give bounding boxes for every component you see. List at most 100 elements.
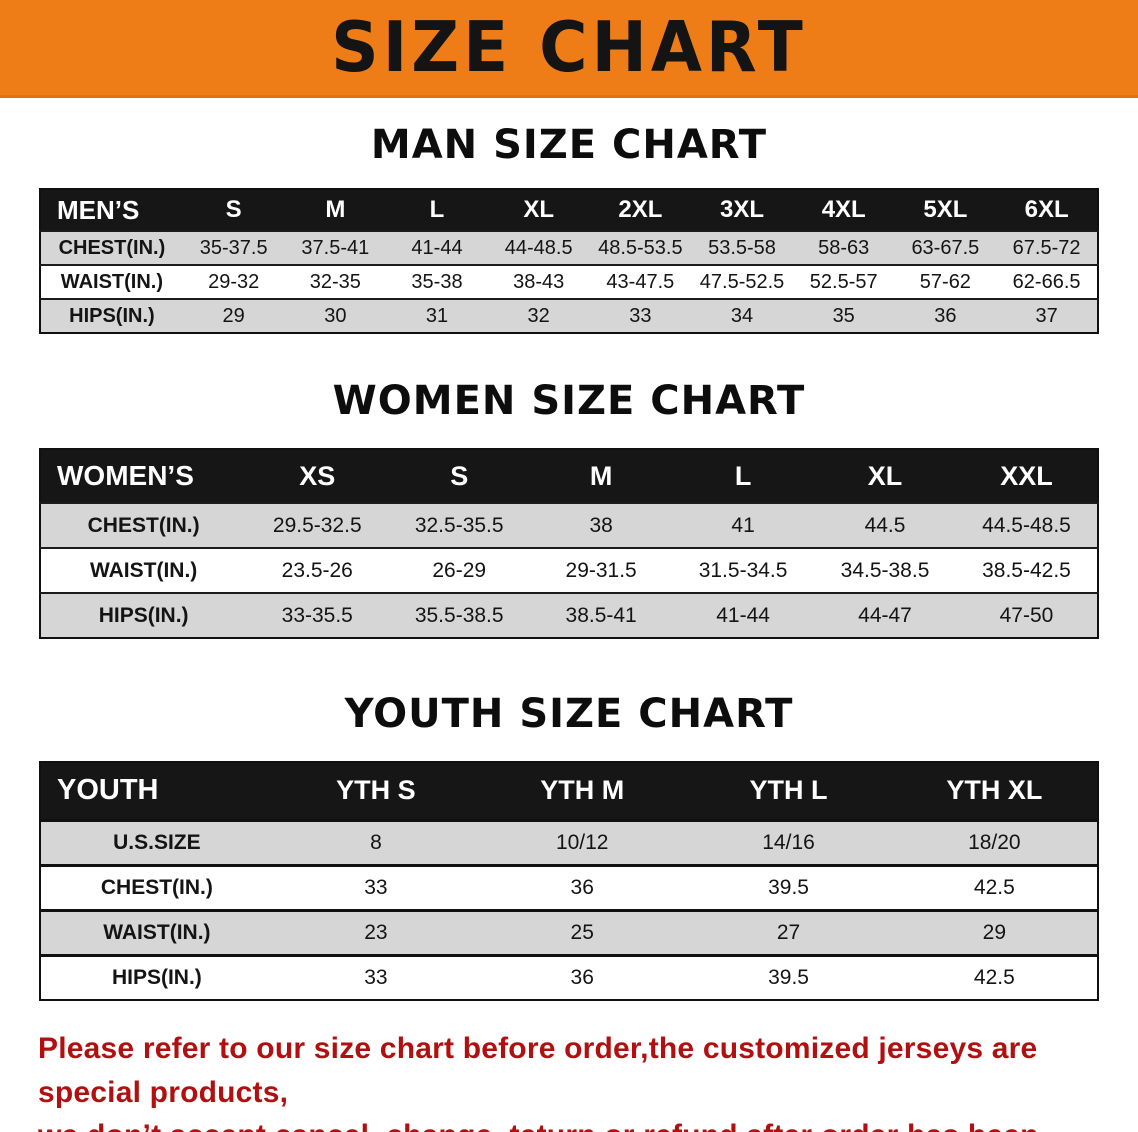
size-column-header: 3XL [691, 189, 793, 231]
row-label: HIPS(IN.) [40, 298, 183, 333]
value-cell: 48.5-53.5 [589, 230, 692, 265]
man-size-chart-title: MAN SIZE CHART [370, 122, 768, 168]
table-group-label: MEN’S [40, 189, 183, 231]
value-cell: 43-47.5 [589, 264, 692, 299]
table-row: WAIST(IN.) 29-32 32-35 35-38 38-43 43-47.5 47.… [40, 264, 1098, 299]
size-column-header: S [388, 449, 531, 503]
value-cell: 36 [894, 298, 997, 333]
value-cell: 38 [530, 502, 673, 548]
size-table: MEN’S S M L XL 2XL 3XL 4XL 5XL 6XL CHEST(IN.) 35-37… [39, 188, 1099, 334]
banner-title: SIZE CHART [331, 7, 807, 88]
table-group-label: WOMEN’S [40, 449, 247, 503]
value-cell: 38.5-42.5 [955, 547, 1098, 593]
size-column-header: L [386, 189, 488, 231]
size-column-header: M [530, 449, 673, 503]
value-cell: 29 [182, 298, 285, 333]
table-row: CHEST(IN.) 35-37.5 37.5-41 41-44 44-48.5 48.5… [40, 230, 1098, 265]
value-cell: 35 [792, 298, 895, 333]
value-cell: 35-38 [386, 264, 488, 299]
value-cell: 29-32 [182, 264, 285, 299]
value-cell: 32.5-35.5 [388, 502, 531, 548]
size-column-header: 4XL [792, 189, 895, 231]
row-label: WAIST(IN.) [40, 908, 273, 955]
value-cell: 44-47 [814, 592, 956, 638]
value-cell: 33 [272, 953, 480, 1000]
value-cell: 38.5-41 [530, 592, 673, 638]
value-cell: 58-63 [792, 230, 895, 265]
size-column-header: XL [487, 189, 590, 231]
value-cell: 42.5 [891, 953, 1098, 1000]
size-column-header: YTH L [685, 762, 892, 820]
size-column-header: YTH XL [891, 762, 1098, 820]
row-label: WAIST(IN.) [40, 264, 183, 299]
youth-size-section: YOUTH SIZE CHART YOUTH YTH S YTH M YTH L YTH… [0, 691, 1138, 1001]
value-cell: 27 [685, 908, 892, 955]
footer-note-line-1: Please refer to our size chart before or… [38, 1032, 1038, 1109]
value-cell: 39.5 [685, 863, 892, 910]
value-cell: 38-43 [487, 264, 590, 299]
size-column-header: YTH M [479, 762, 686, 820]
size-column-header: 6XL [996, 189, 1098, 231]
women-size-table-wrap: WOMEN’S XS S M L XL XXL CHEST(IN.) 29.5-32.5 32.5… [39, 448, 1099, 639]
row-label: CHEST(IN.) [40, 230, 183, 265]
value-cell: 32 [487, 298, 590, 333]
size-column-header: XS [246, 449, 389, 503]
size-column-header: L [672, 449, 815, 503]
value-cell: 47.5-52.5 [691, 264, 793, 299]
value-cell: 32-35 [284, 264, 387, 299]
value-cell: 36 [479, 863, 686, 910]
man-size-section: MAN SIZE CHART MEN’S S M L XL 2XL 3XL 4XL 5XL 6XL… [0, 122, 1138, 334]
size-column-header: S [182, 189, 285, 231]
value-cell: 23 [272, 908, 480, 955]
row-label: WAIST(IN.) [40, 547, 247, 593]
size-table: YOUTH YTH S YTH M YTH L YTH XL U.S.SIZE 8 10/12… [39, 761, 1099, 1001]
value-cell: 8 [272, 818, 480, 865]
size-table: WOMEN’S XS S M L XL XXL CHEST(IN.) 29.5-32.5 32.5… [39, 448, 1099, 639]
value-cell: 41-44 [386, 230, 488, 265]
women-size-section: WOMEN SIZE CHART WOMEN’S XS S M L XL XXL CHEST(… [0, 378, 1138, 639]
value-cell: 36 [479, 953, 686, 1000]
size-column-header: XXL [955, 449, 1098, 503]
value-cell: 14/16 [685, 818, 892, 865]
value-cell: 41 [672, 502, 815, 548]
value-cell: 18/20 [891, 818, 1098, 865]
value-cell: 33-35.5 [246, 592, 389, 638]
size-column-header: M [284, 189, 387, 231]
value-cell: 53.5-58 [691, 230, 793, 265]
value-cell: 31 [386, 298, 488, 333]
size-column-header: 2XL [589, 189, 692, 231]
table-row: CHEST(IN.) 33 36 39.5 42.5 [40, 863, 1098, 910]
man-size-table-wrap: MEN’S S M L XL 2XL 3XL 4XL 5XL 6XL CHEST(IN.) 35-37… [39, 188, 1099, 334]
table-header-row: MEN’S S M L XL 2XL 3XL 4XL 5XL 6XL [40, 189, 1098, 231]
table-row: HIPS(IN.) 33-35.5 35.5-38.5 38.5-41 41-44 44-… [40, 592, 1098, 638]
value-cell: 29-31.5 [530, 547, 673, 593]
value-cell: 63-67.5 [894, 230, 997, 265]
table-row: WAIST(IN.) 23.5-26 26-29 29-31.5 31.5-34.5 34… [40, 547, 1098, 593]
value-cell: 37.5-41 [284, 230, 387, 265]
value-cell: 34 [691, 298, 793, 333]
value-cell: 44-48.5 [487, 230, 590, 265]
table-header-row: WOMEN’S XS S M L XL XXL [40, 449, 1098, 503]
value-cell: 41-44 [672, 592, 815, 638]
value-cell: 52.5-57 [792, 264, 895, 299]
table-group-label: YOUTH [40, 762, 273, 820]
value-cell: 31.5-34.5 [672, 547, 815, 593]
table-row: U.S.SIZE 8 10/12 14/16 18/20 [40, 818, 1098, 865]
value-cell: 44.5-48.5 [955, 502, 1098, 548]
footer-note: Please refer to our size chart before or… [38, 1027, 1100, 1132]
row-label: HIPS(IN.) [40, 953, 273, 1000]
footer-note-line-2: we don’t accept cancel, change, teturn o… [38, 1114, 1100, 1132]
size-column-header: 5XL [894, 189, 997, 231]
value-cell: 33 [272, 863, 480, 910]
value-cell: 33 [589, 298, 692, 333]
table-row: CHEST(IN.) 29.5-32.5 32.5-35.5 38 41 44.5 44.5… [40, 502, 1098, 548]
value-cell: 37 [996, 298, 1098, 333]
value-cell: 67.5-72 [996, 230, 1098, 265]
youth-size-table-wrap: YOUTH YTH S YTH M YTH L YTH XL U.S.SIZE 8 10/12… [39, 761, 1099, 1001]
youth-size-chart-title: YOUTH SIZE CHART [344, 691, 794, 737]
value-cell: 30 [284, 298, 387, 333]
value-cell: 26-29 [388, 547, 531, 593]
value-cell: 39.5 [685, 953, 892, 1000]
table-row: WAIST(IN.) 23 25 27 29 [40, 908, 1098, 955]
